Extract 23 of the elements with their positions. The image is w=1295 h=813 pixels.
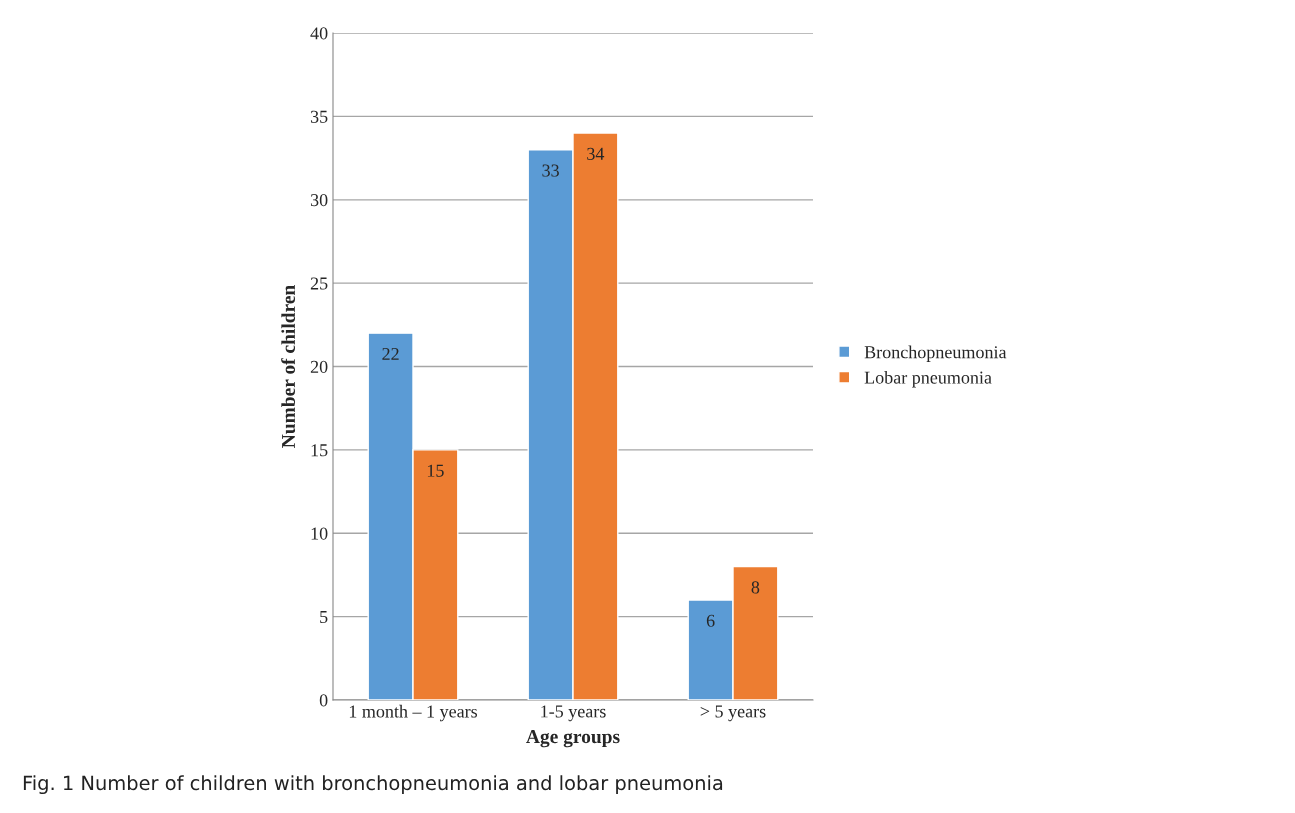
y-tick-label: 20 [310, 360, 328, 373]
y-tick-label: 0 [319, 694, 328, 707]
data-label: 15 [427, 464, 444, 477]
data-label: 33 [542, 164, 559, 177]
y-tick-label: 25 [310, 277, 328, 290]
y-tick-label: 15 [311, 444, 328, 457]
data-label: 8 [751, 581, 760, 594]
x-tick-label: 1 month – 1 years [349, 704, 478, 722]
caption: Fig. 1 Number of children with bronchopneumonia and lobar pneumonia [23, 775, 723, 795]
y-tick-label: 30 [310, 194, 328, 207]
x-tick-label: > 5 years [700, 705, 766, 722]
y-tick-label: 35 [310, 110, 328, 123]
y-tick-label: 5 [320, 611, 328, 624]
data-label: 22 [382, 347, 399, 360]
y-axis-title: Number of children [281, 285, 296, 448]
data-label: 6 [706, 614, 715, 627]
x-tick-label: 1-5 years [541, 705, 606, 722]
data-label: 34 [587, 147, 605, 160]
y-tick-label: 10 [311, 527, 328, 540]
x-axis-title: Age groups [526, 730, 620, 748]
legend-label: Bronchopneumonia [864, 345, 1007, 362]
y-tick-label: 40 [310, 27, 328, 40]
legend-label: Lobar pneumonia [864, 371, 992, 388]
